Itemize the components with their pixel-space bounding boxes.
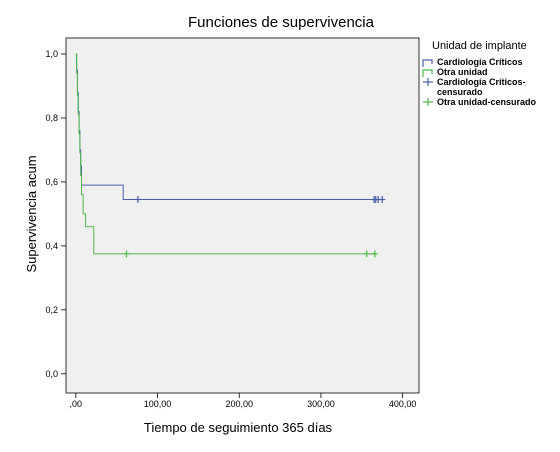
censor-mark: [363, 250, 370, 258]
x-tick-label: 100,00: [144, 399, 172, 409]
x-tick-label: 300,00: [307, 399, 335, 409]
legend-label: Cardiología Críticos: [437, 57, 523, 67]
series-line-2: [75, 53, 375, 255]
series-layer: [75, 53, 386, 258]
x-axis-title: Tiempo de seguimiento 365 días: [144, 420, 333, 435]
legend-item: Cardiología Críticos-censurado: [423, 77, 526, 97]
y-tick-label: 0,2: [45, 305, 58, 315]
y-tick-label: 0,8: [45, 113, 58, 123]
censor-mark: [123, 250, 130, 258]
legend-label: Otra unidad-censurado: [437, 97, 537, 107]
y-tick-label: 0,6: [45, 177, 58, 187]
y-tick-label: 0,0: [45, 369, 58, 379]
y-tick-label: 0,4: [45, 241, 58, 251]
legend-label: Cardiología Críticos-: [437, 77, 526, 87]
x-tick-label: ,00: [70, 399, 83, 409]
legend-swatch: [422, 59, 433, 67]
legend-item: Otra unidad: [422, 67, 488, 77]
x-tick-label: 400,00: [389, 399, 417, 409]
censor-mark: [379, 196, 386, 204]
legend: Unidad de implante Cardiología CríticosO…: [422, 40, 537, 107]
y-axis: 0,0 0,2 0,4 0,6 0,8 1,0: [45, 49, 66, 379]
y-tick-label: 1,0: [45, 49, 58, 59]
legend-label: Otra unidad: [437, 67, 488, 77]
censor-mark: [134, 196, 141, 204]
legend-swatch: [422, 69, 433, 77]
censor-mark: [371, 250, 378, 258]
legend-label: censurado: [437, 87, 483, 97]
legend-item: Otra unidad-censurado: [423, 97, 537, 107]
x-axis: ,00 100,00 200,00 300,00 400,00: [70, 393, 417, 409]
legend-item: Cardiología Críticos: [422, 57, 523, 67]
legend-title: Unidad de implante: [432, 40, 527, 52]
plot-area: [65, 37, 420, 394]
y-axis-title: Supervivencia acum: [24, 155, 39, 272]
chart-title: Funciones de supervivencia: [188, 14, 375, 31]
x-tick-label: 200,00: [225, 399, 253, 409]
